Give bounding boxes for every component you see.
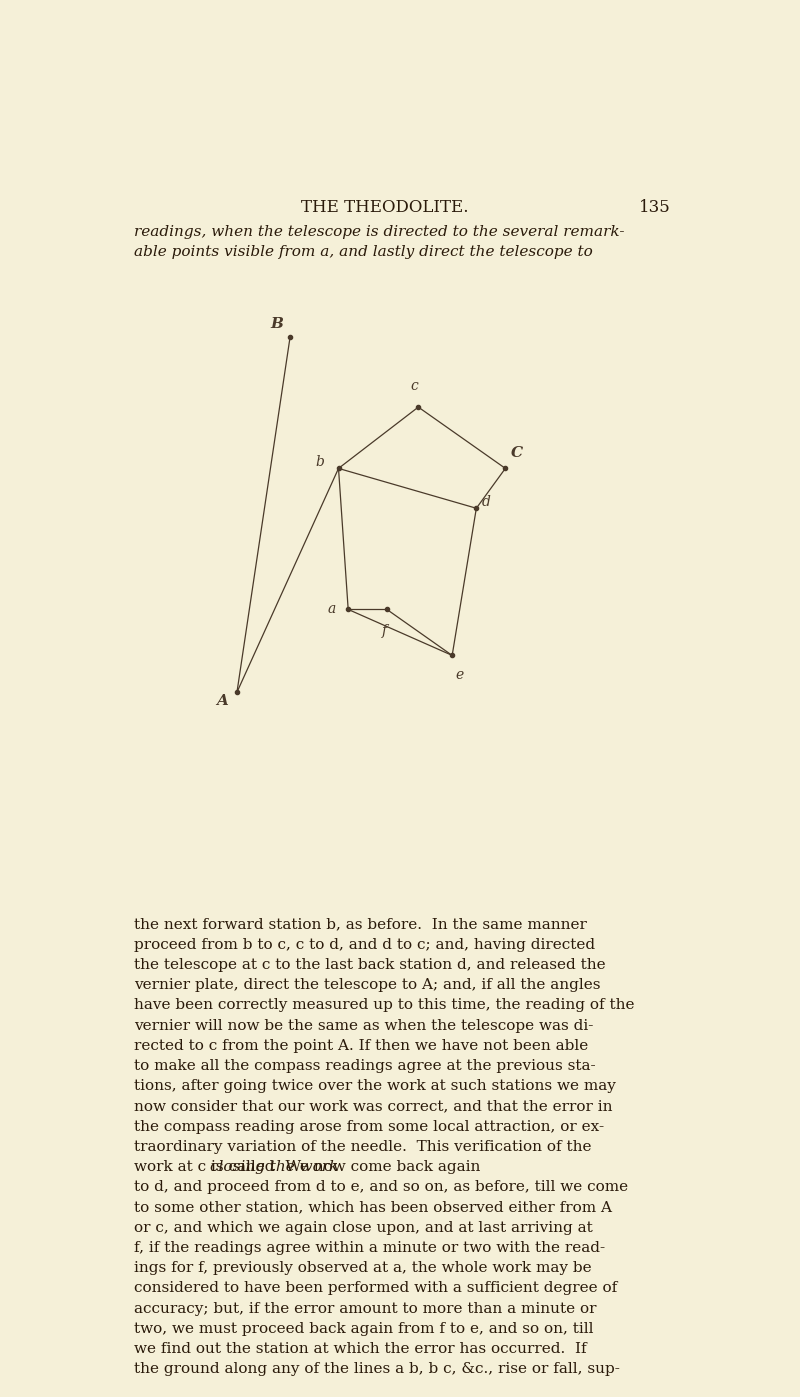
- Text: work at c is called: work at c is called: [134, 1160, 279, 1173]
- Text: two, we must proceed back again from f to e, and so on, till: two, we must proceed back again from f t…: [134, 1322, 594, 1336]
- Text: the telescope at c to the last back station d, and released the: the telescope at c to the last back stat…: [134, 958, 606, 972]
- Text: A: A: [216, 694, 228, 708]
- Text: the compass reading arose from some local attraction, or ex-: the compass reading arose from some loca…: [134, 1119, 604, 1133]
- Text: or c, and which we again close upon, and at last arriving at: or c, and which we again close upon, and…: [134, 1221, 593, 1235]
- Text: vernier will now be the same as when the telescope was di-: vernier will now be the same as when the…: [134, 1018, 594, 1032]
- Text: considered to have been performed with a sufficient degree of: considered to have been performed with a…: [134, 1281, 618, 1295]
- Text: d: d: [482, 495, 490, 509]
- Text: proceed from b to c, c to d, and d to c; and, having directed: proceed from b to c, c to d, and d to c;…: [134, 937, 595, 951]
- Text: a: a: [328, 602, 336, 616]
- Text: C: C: [510, 447, 522, 461]
- Text: to some other station, which has been observed either from A: to some other station, which has been ob…: [134, 1200, 612, 1214]
- Text: vernier plate, direct the telescope to A; and, if all the angles: vernier plate, direct the telescope to A…: [134, 978, 601, 992]
- Text: closing the work: closing the work: [210, 1160, 338, 1173]
- Text: the ground along any of the lines a b, b c, &c., rise or fall, sup-: the ground along any of the lines a b, b…: [134, 1362, 620, 1376]
- Text: e: e: [455, 668, 464, 682]
- Text: now consider that our work was correct, and that the error in: now consider that our work was correct, …: [134, 1099, 613, 1113]
- Text: rected to c from the point A. If then we have not been able: rected to c from the point A. If then we…: [134, 1039, 588, 1053]
- Text: f: f: [382, 624, 387, 638]
- Text: accuracy; but, if the error amount to more than a minute or: accuracy; but, if the error amount to mo…: [134, 1302, 597, 1316]
- Text: traordinary variation of the needle.  This verification of the: traordinary variation of the needle. Thi…: [134, 1140, 592, 1154]
- Text: ings for f, previously observed at a, the whole work may be: ings for f, previously observed at a, th…: [134, 1261, 592, 1275]
- Text: to make all the compass readings agree at the previous sta-: to make all the compass readings agree a…: [134, 1059, 596, 1073]
- Text: 135: 135: [638, 198, 670, 215]
- Text: tions, after going twice over the work at such stations we may: tions, after going twice over the work a…: [134, 1078, 616, 1094]
- Text: b: b: [315, 455, 324, 469]
- Text: the next forward station b, as before.  In the same manner: the next forward station b, as before. I…: [134, 918, 587, 932]
- Text: f, if the readings agree within a minute or two with the read-: f, if the readings agree within a minute…: [134, 1241, 606, 1255]
- Text: to d, and proceed from d to e, and so on, as before, till we come: to d, and proceed from d to e, and so on…: [134, 1180, 628, 1194]
- Text: c: c: [410, 379, 418, 393]
- Text: we find out the station at which the error has occurred.  If: we find out the station at which the err…: [134, 1343, 586, 1356]
- Text: readings, when the telescope is directed to the several remark-: readings, when the telescope is directed…: [134, 225, 625, 239]
- Text: able points visible from a, and lastly direct the telescope to: able points visible from a, and lastly d…: [134, 244, 593, 258]
- Text: have been correctly measured up to this time, the reading of the: have been correctly measured up to this …: [134, 999, 634, 1013]
- Text: B: B: [270, 317, 283, 331]
- Text: .  We now come back again: . We now come back again: [271, 1160, 481, 1173]
- Text: THE THEODOLITE.: THE THEODOLITE.: [302, 198, 469, 215]
